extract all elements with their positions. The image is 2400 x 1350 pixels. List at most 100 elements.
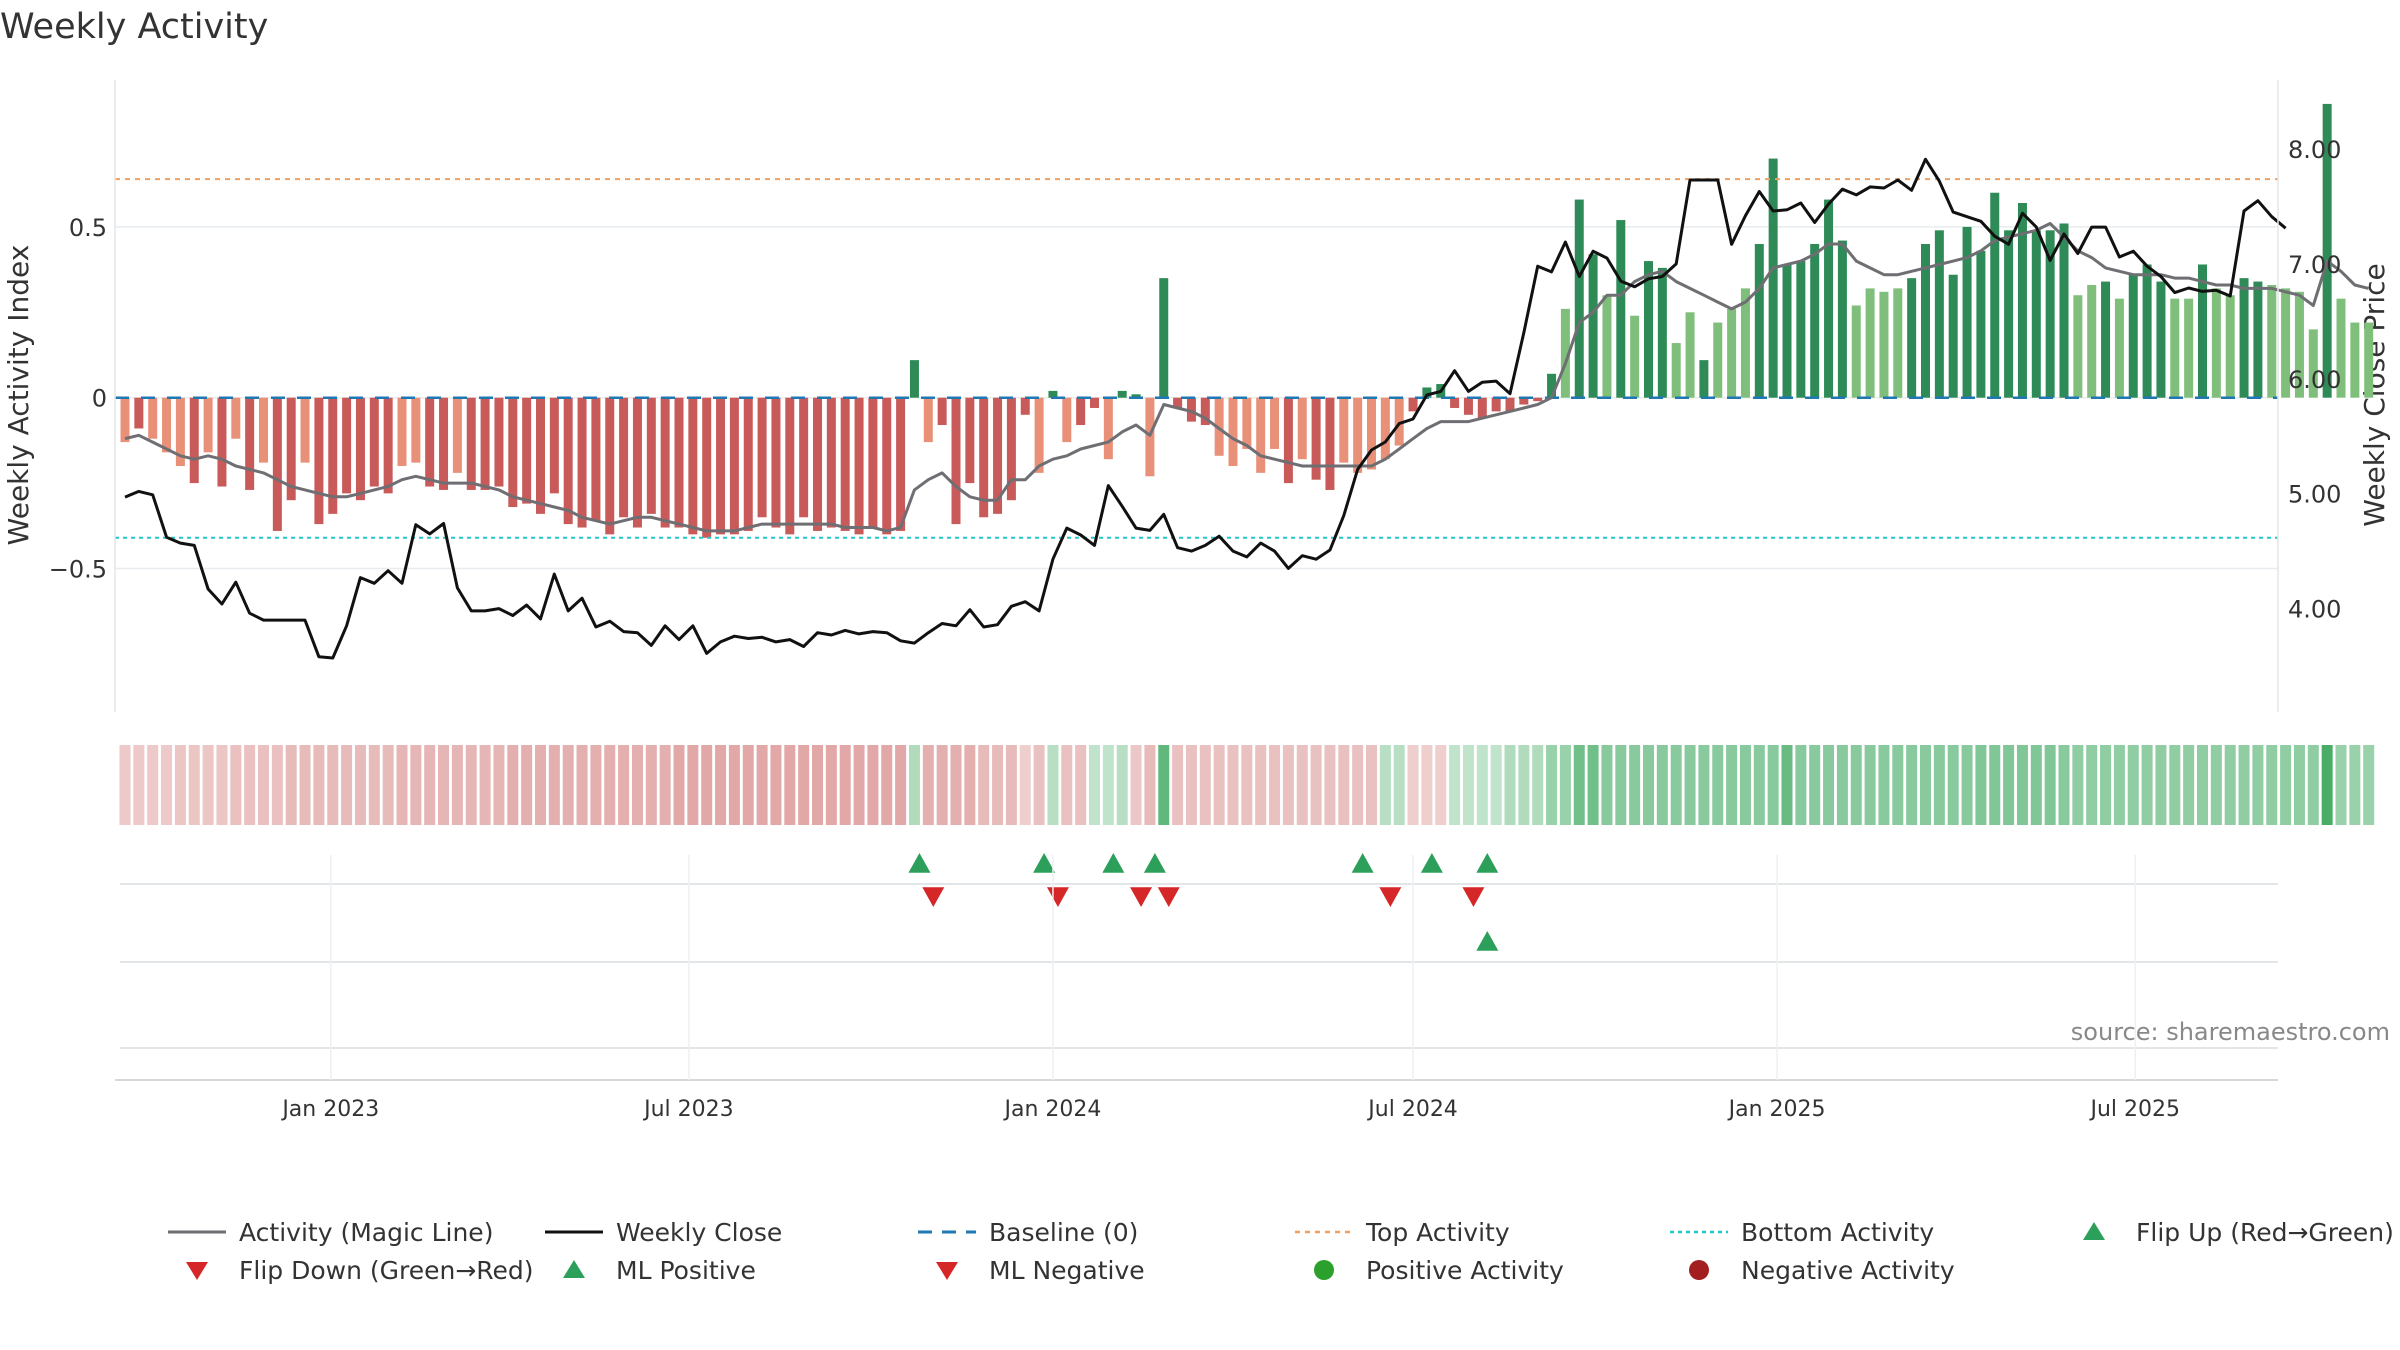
legend-label: ML Positive	[616, 1256, 756, 1285]
heat-strip-cell	[908, 745, 920, 825]
activity-bar	[1117, 390, 1127, 398]
activity-bar	[1630, 315, 1640, 398]
activity-bar	[1477, 397, 1487, 419]
activity-bar	[1103, 397, 1113, 460]
activity-bar	[2017, 202, 2027, 398]
activity-bar	[1006, 397, 1016, 501]
x-tick-label: Jul 2023	[642, 1097, 734, 1122]
heat-strip-cell	[133, 745, 145, 825]
activity-bar	[1519, 397, 1529, 405]
activity-bar	[314, 397, 324, 525]
heat-strip-cell	[1504, 745, 1516, 825]
flip-down-marker	[1157, 887, 1180, 907]
activity-bar	[1768, 158, 1778, 398]
activity-bar	[1976, 250, 1986, 398]
activity-bar	[2198, 264, 2207, 398]
activity-bar	[951, 397, 961, 525]
heat-strip-cell	[521, 745, 533, 825]
heat-strip-cell	[1379, 745, 1391, 825]
heat-strip-cell	[1656, 745, 1668, 825]
heat-strip-cell	[645, 745, 657, 825]
activity-bar	[217, 397, 227, 487]
heat-strip-cell	[936, 745, 948, 825]
legend-label: Positive Activity	[1366, 1256, 1564, 1285]
heat-strip-cell	[618, 745, 630, 825]
heat-strip-cell	[2030, 745, 2042, 825]
activity-bar	[1048, 390, 1058, 398]
heat-strip-cell	[1255, 745, 1267, 825]
activity-bar	[1921, 243, 1930, 398]
heat-strip-cell	[1532, 745, 1544, 825]
heat-strip-cell	[576, 745, 588, 825]
activity-bar	[1325, 397, 1335, 490]
legend-swatch-triangle-up	[563, 1260, 585, 1278]
heat-strip-cell	[1241, 745, 1253, 825]
heat-strip-cell	[424, 745, 436, 825]
activity-bar	[868, 397, 878, 528]
heat-strip-cell	[1892, 745, 1904, 825]
heat-strip-cell	[479, 745, 491, 825]
activity-heat-strip	[119, 745, 2375, 825]
heat-strip-cell	[1296, 745, 1308, 825]
activity-bar	[1644, 261, 1653, 398]
activity-bar	[148, 397, 158, 439]
activity-bar	[328, 397, 338, 514]
activity-bar	[2073, 295, 2083, 398]
heat-strip-cell	[438, 745, 450, 825]
activity-bar	[1422, 387, 1432, 398]
activity-bars	[120, 103, 2374, 538]
heat-strip-cell	[2086, 745, 2098, 825]
activity-bar	[577, 397, 587, 528]
y-axis-right-label: Weekly Close Price	[2358, 263, 2391, 526]
heat-strip-cell	[1172, 745, 1184, 825]
heat-strip-cell	[1836, 745, 1848, 825]
activity-bar	[2364, 322, 2374, 398]
heat-strip-cell	[1615, 745, 1627, 825]
heat-strip-cell	[216, 745, 228, 825]
legend-item-bottom: Bottom Activity	[1670, 1218, 1934, 1247]
activity-bar	[425, 397, 435, 487]
activity-bar	[2114, 298, 2124, 398]
activity-bar	[674, 397, 684, 528]
legend-label: Weekly Close	[616, 1218, 782, 1247]
heat-strip-cell	[867, 745, 879, 825]
activity-bar	[1186, 397, 1196, 422]
activity-bar	[1256, 397, 1266, 473]
heat-strip-cell	[2293, 745, 2305, 825]
activity-bar	[1380, 397, 1390, 460]
activity-bar	[342, 397, 352, 494]
activity-bar	[2170, 298, 2180, 398]
heat-strip-cell	[978, 745, 990, 825]
activity-bar	[1311, 397, 1321, 480]
x-tick-label: Jan 2025	[1727, 1097, 1826, 1122]
heat-strip-cell	[2238, 745, 2250, 825]
activity-bar	[1062, 397, 1072, 443]
heat-strip-cell	[2169, 745, 2181, 825]
activity-bar	[854, 397, 864, 535]
heat-strip-cell	[1435, 745, 1447, 825]
activity-bar	[466, 397, 476, 490]
heat-strip-cell	[230, 745, 242, 825]
magic-line	[124, 222, 2370, 533]
ml-positive-marker	[1476, 931, 1499, 951]
activity-bar	[480, 397, 490, 490]
activity-bar	[1270, 397, 1280, 449]
heat-strip-cell	[1269, 745, 1281, 825]
activity-bar	[369, 397, 379, 487]
heat-strip-cell	[1476, 745, 1488, 825]
activity-bar	[1394, 397, 1404, 446]
legend-label: Baseline (0)	[989, 1218, 1138, 1247]
activity-bar	[1934, 230, 1944, 398]
flip-up-marker	[1033, 853, 1056, 873]
activity-bar	[411, 397, 421, 463]
heat-strip-cell	[1407, 745, 1419, 825]
activity-bar	[1574, 199, 1584, 398]
heat-strip-cell	[1947, 745, 1959, 825]
flip-down-marker	[1130, 887, 1153, 907]
activity-bar	[1671, 343, 1681, 398]
activity-bar	[785, 397, 795, 535]
legend-item-close: Weekly Close	[545, 1218, 782, 1247]
heat-strip-cell	[244, 745, 256, 825]
legend-swatch-triangle-down	[186, 1262, 208, 1280]
